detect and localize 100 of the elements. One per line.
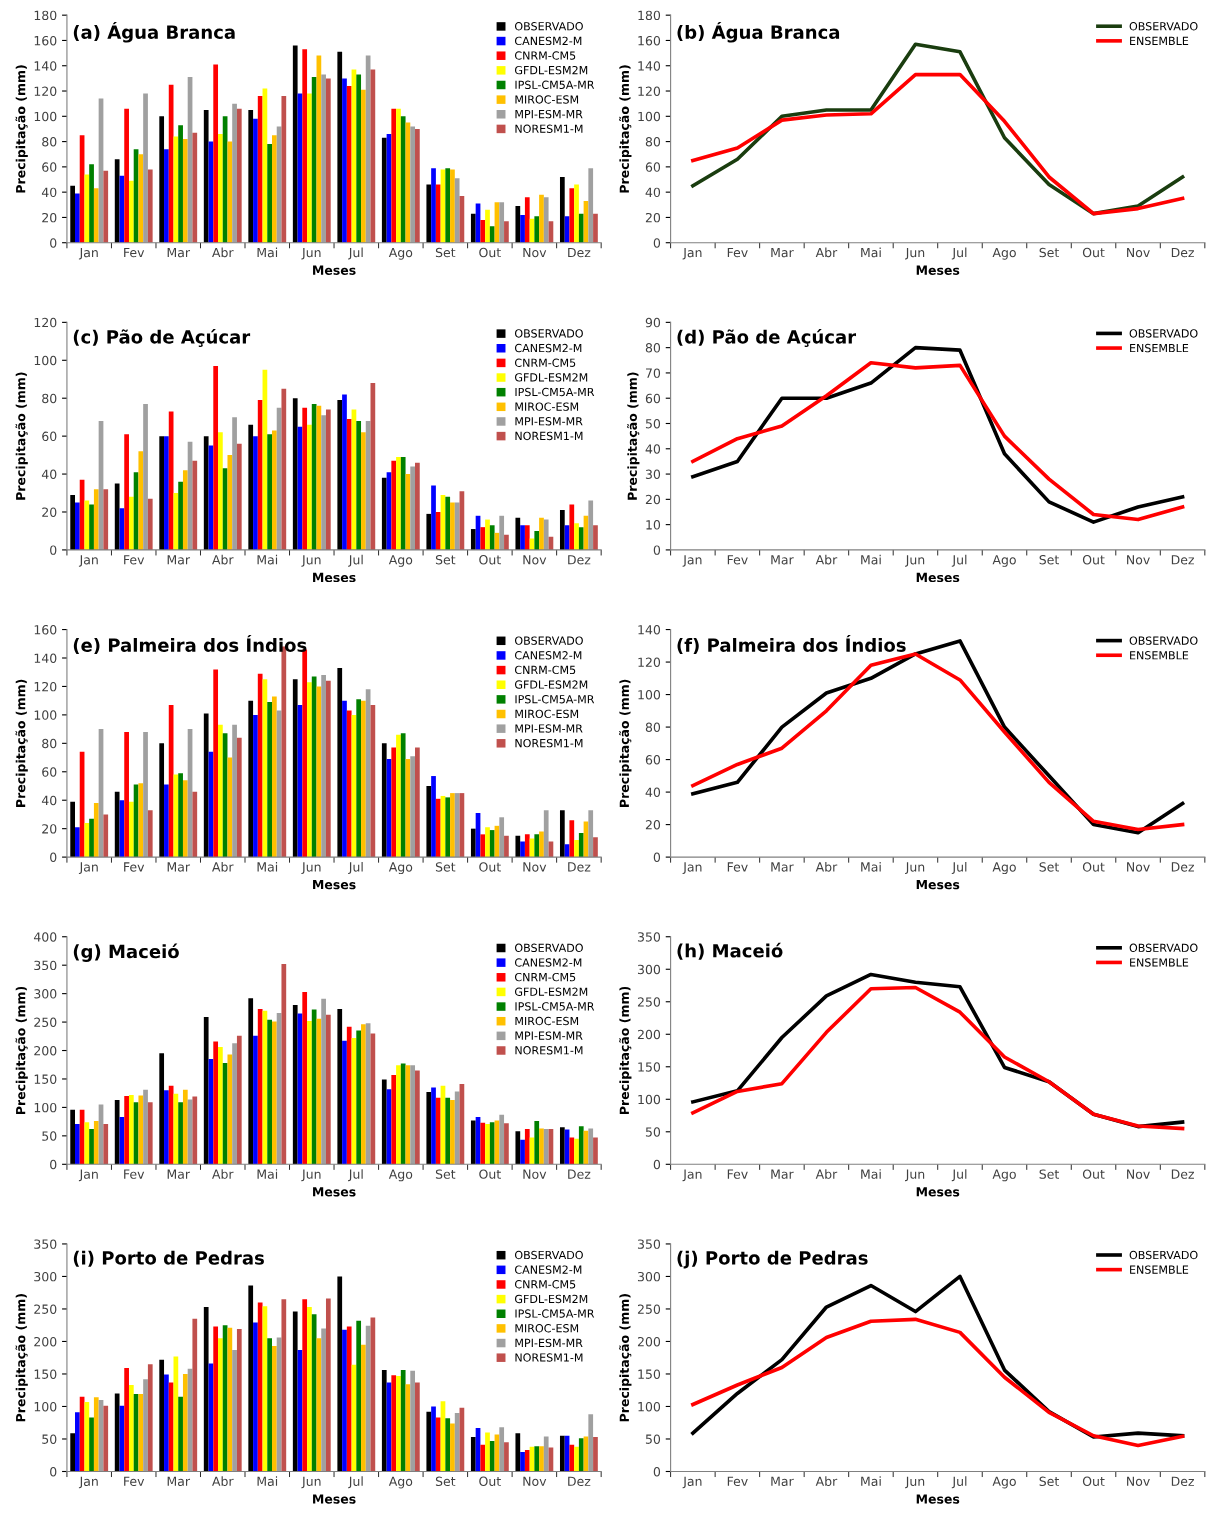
bar: [370, 1033, 376, 1165]
bar: [431, 485, 436, 550]
y-tick-label: 100: [638, 690, 661, 700]
x-tick-label: Mar: [771, 1169, 794, 1179]
bar: [346, 419, 352, 550]
x-tick-label: Dez: [1171, 862, 1194, 872]
x-tick-label: Nov: [523, 1169, 547, 1179]
bar: [454, 1091, 460, 1165]
bar: [534, 1121, 540, 1165]
x-axis-title: Meses: [313, 1187, 356, 1197]
bar: [147, 1364, 153, 1472]
y-tick-label: 250: [637, 1304, 661, 1314]
bar: [342, 1329, 347, 1472]
bar: [321, 998, 326, 1165]
x-tick-label: Ago: [992, 555, 1016, 567]
bar: [257, 96, 263, 243]
bar: [218, 724, 223, 858]
y-tick-label: 0: [50, 545, 57, 555]
bar: [248, 109, 254, 243]
x-tick-label: Mar: [167, 555, 191, 565]
bar: [272, 696, 277, 858]
bar: [569, 820, 575, 858]
x-tick-label: Jun: [301, 862, 321, 874]
bar: [450, 1100, 455, 1165]
bar: [227, 1327, 233, 1472]
y-tick-label: 0: [653, 1466, 661, 1477]
y-tick-label: 50: [645, 1127, 661, 1137]
bar: [504, 1123, 509, 1165]
bar: [356, 420, 362, 550]
x-tick-label: Dez: [1171, 555, 1194, 565]
legend-label: NORESM1-M: [515, 124, 583, 133]
bar: [337, 1008, 343, 1165]
bar: [138, 1095, 144, 1165]
y-tick-label: 20: [645, 212, 661, 223]
legend-label: MPI-ESM-MR: [515, 109, 583, 119]
x-tick-label: Fev: [727, 862, 748, 872]
bar: [515, 206, 521, 243]
x-tick-label: Jan: [682, 247, 702, 260]
bar: [445, 1418, 451, 1472]
bar: [178, 481, 183, 550]
bar: [75, 827, 80, 858]
y-axis-title: Precipitação (mm): [15, 679, 28, 807]
y-tick-label: 250: [637, 997, 661, 1007]
y-tick-label: 160: [34, 625, 57, 635]
x-tick-label: Mar: [167, 1169, 191, 1179]
y-tick-label: 0: [50, 1466, 57, 1477]
bar: [253, 1322, 258, 1472]
bar: [450, 169, 455, 243]
bar: [232, 103, 237, 243]
x-tick-label: Nov: [1127, 862, 1150, 872]
x-tick-label: Mai: [257, 1169, 278, 1179]
bar: [361, 1344, 366, 1472]
bar: [267, 702, 272, 858]
bar: [147, 810, 153, 858]
y-tick-label: 250: [34, 1017, 57, 1028]
bar: [267, 1338, 272, 1472]
bar: [213, 1041, 219, 1165]
y-tick-label: 120: [34, 681, 57, 692]
bar: [192, 1096, 198, 1165]
y-tick-label: 120: [638, 86, 661, 96]
y-tick-label: 200: [637, 1336, 661, 1347]
bar: [499, 1114, 505, 1165]
bar: [499, 202, 505, 243]
x-tick-label: Abr: [212, 1169, 234, 1179]
bar: [515, 835, 521, 858]
bar: [559, 176, 565, 243]
bar: [302, 991, 308, 1165]
y-axis-title: Precipitação (mm): [627, 372, 640, 500]
y-tick-label: 400: [33, 932, 57, 942]
y-tick-label: 350: [637, 1239, 661, 1249]
legend-label: ENSEMBLE: [1130, 1265, 1189, 1274]
x-tick-label: Nov: [1127, 1169, 1150, 1179]
legend-label: NORESM1-M: [515, 1353, 583, 1362]
legend-label: CANESM2-M: [515, 343, 582, 353]
bar: [89, 164, 94, 243]
line-series: [691, 72, 1185, 216]
x-tick-label: Abr: [815, 554, 838, 565]
bar: [232, 724, 237, 858]
x-tick-label: Jan: [682, 555, 702, 567]
bar: [143, 731, 148, 858]
bar: [454, 1412, 460, 1472]
bar: [342, 394, 347, 550]
x-tick-label: Abr: [212, 554, 234, 565]
bar: [182, 1373, 188, 1472]
bar: [248, 998, 254, 1165]
bar: [480, 527, 486, 550]
bar: [499, 817, 505, 858]
bar: [75, 502, 80, 550]
bar: [178, 125, 183, 243]
legend-label: OBSERVADO: [1129, 329, 1198, 338]
bar: [248, 424, 254, 550]
bar: [138, 451, 144, 550]
bar: [470, 1120, 476, 1165]
bar: [337, 667, 343, 858]
bar: [272, 1021, 277, 1165]
bar: [164, 1374, 169, 1472]
bar: [89, 818, 94, 858]
bar: [257, 1008, 263, 1165]
bar: [159, 116, 165, 243]
bar: [426, 513, 432, 550]
